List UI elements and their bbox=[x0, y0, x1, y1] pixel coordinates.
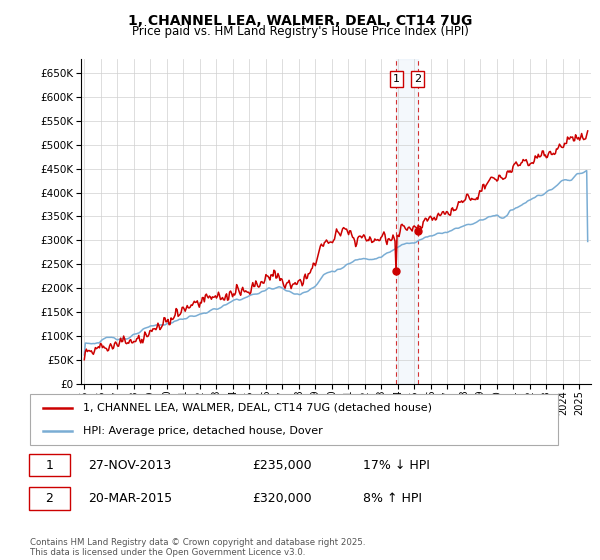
Text: 1: 1 bbox=[393, 74, 400, 84]
Text: Price paid vs. HM Land Registry's House Price Index (HPI): Price paid vs. HM Land Registry's House … bbox=[131, 25, 469, 38]
Text: 1, CHANNEL LEA, WALMER, DEAL, CT14 7UG: 1, CHANNEL LEA, WALMER, DEAL, CT14 7UG bbox=[128, 14, 472, 28]
Text: 2: 2 bbox=[46, 492, 53, 505]
Text: 20-MAR-2015: 20-MAR-2015 bbox=[88, 492, 172, 505]
Text: 1: 1 bbox=[46, 459, 53, 472]
Text: 2: 2 bbox=[414, 74, 421, 84]
Text: 17% ↓ HPI: 17% ↓ HPI bbox=[362, 459, 430, 472]
Text: Contains HM Land Registry data © Crown copyright and database right 2025.
This d: Contains HM Land Registry data © Crown c… bbox=[30, 538, 365, 557]
Text: 8% ↑ HPI: 8% ↑ HPI bbox=[362, 492, 422, 505]
Text: £320,000: £320,000 bbox=[252, 492, 311, 505]
Text: £235,000: £235,000 bbox=[252, 459, 311, 472]
Bar bbox=[396, 59, 418, 384]
Text: HPI: Average price, detached house, Dover: HPI: Average price, detached house, Dove… bbox=[83, 426, 323, 436]
FancyBboxPatch shape bbox=[29, 487, 70, 510]
FancyBboxPatch shape bbox=[29, 454, 70, 477]
Text: 27-NOV-2013: 27-NOV-2013 bbox=[88, 459, 172, 472]
FancyBboxPatch shape bbox=[30, 394, 558, 445]
Text: 1, CHANNEL LEA, WALMER, DEAL, CT14 7UG (detached house): 1, CHANNEL LEA, WALMER, DEAL, CT14 7UG (… bbox=[83, 403, 432, 413]
